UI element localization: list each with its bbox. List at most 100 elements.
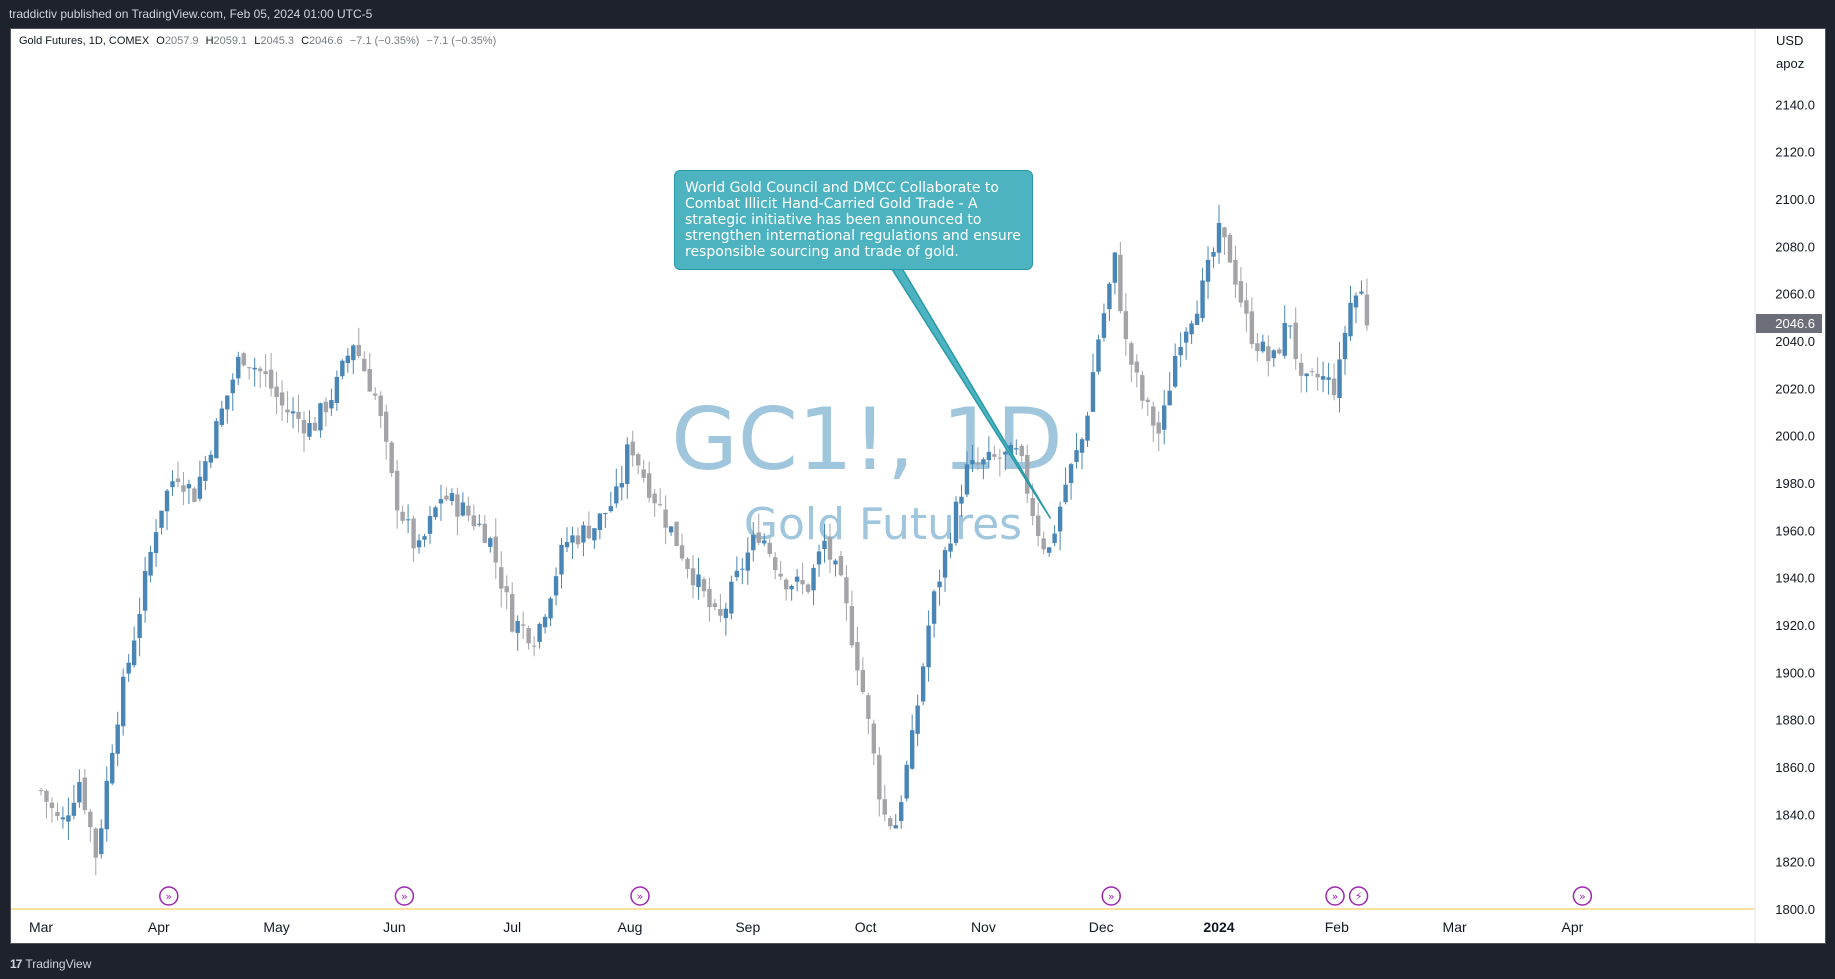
candle-body — [1298, 362, 1304, 376]
candle-body — [1057, 506, 1063, 532]
candle-body — [1200, 280, 1205, 319]
event-marker-icon[interactable] — [630, 886, 650, 906]
candle-body — [1277, 349, 1282, 354]
candle-body — [718, 608, 723, 616]
candle-body — [44, 790, 49, 802]
candle-body — [899, 802, 904, 821]
candle-body — [1063, 484, 1068, 503]
candle-body — [772, 557, 778, 571]
candle-body — [110, 752, 115, 784]
candle-body — [614, 486, 619, 504]
candle-body — [49, 802, 55, 808]
candle-body — [1238, 281, 1244, 303]
candle-body — [778, 573, 783, 577]
candle-body — [800, 580, 805, 585]
candle-body — [186, 484, 192, 489]
candle-body — [1167, 390, 1172, 406]
candle-body — [257, 368, 263, 372]
candle-body — [175, 478, 181, 483]
candle-body — [1008, 444, 1013, 455]
low-value: 2045.3 — [260, 35, 295, 47]
event-marker-icon[interactable] — [1325, 886, 1345, 906]
time-tick-label: Jun — [383, 919, 406, 935]
candle-body — [674, 521, 679, 546]
candle-body — [608, 506, 614, 512]
candle-body — [285, 409, 290, 413]
price-scale-currency[interactable]: USD — [1776, 33, 1803, 48]
candle-body — [844, 577, 849, 604]
candle-body — [1364, 294, 1370, 326]
candle-body — [526, 628, 531, 644]
candle-body — [597, 513, 603, 530]
event-marker-glyph: » — [401, 890, 408, 903]
symbol-legend[interactable]: Gold Futures, 1D, COMEX O2057.9 H2059.1 … — [19, 35, 500, 47]
change-value-secondary: −7.1 (−0.35%) — [426, 35, 497, 47]
candle-body — [997, 457, 1003, 459]
candle-body — [466, 505, 471, 516]
candle-body — [1359, 291, 1364, 294]
event-marker-glyph: » — [1332, 890, 1339, 903]
symbol-title[interactable]: Gold Futures, 1D, COMEX — [19, 35, 150, 47]
event-marker-icon[interactable] — [159, 886, 179, 906]
candle-body — [855, 642, 860, 671]
candle-body — [1293, 322, 1298, 360]
candle-body — [378, 395, 383, 416]
candle-body — [1140, 375, 1145, 401]
candle-body — [208, 454, 214, 463]
candle-body — [1123, 311, 1129, 340]
candle-body — [592, 528, 597, 541]
chart-canvas[interactable]: GC1!, 1D Gold Futures » » » » » ⚡ » Mar Apr May J… — [11, 29, 1825, 943]
event-marker-icon[interactable] — [394, 886, 415, 906]
candle-body — [1112, 252, 1118, 283]
candle-body — [493, 536, 498, 563]
event-marker-glyph: » — [637, 890, 644, 903]
candle-body — [630, 441, 635, 456]
time-tick-label: Dec — [1089, 919, 1114, 935]
candle-body — [405, 519, 411, 521]
candle-body — [1096, 339, 1101, 372]
candle-body — [301, 420, 307, 434]
candle-body — [575, 535, 581, 545]
chart-frame[interactable]: GC1!, 1D Gold Futures » » » » » ⚡ » Mar Apr May J… — [10, 28, 1826, 944]
candle-body — [1090, 372, 1096, 412]
candle-body — [71, 802, 77, 816]
event-marker-icon[interactable] — [1572, 886, 1593, 906]
candle-body — [236, 356, 241, 379]
candle-body — [345, 355, 351, 364]
price-tick-label: 1960.0 — [1775, 523, 1815, 538]
candle-body — [82, 777, 88, 811]
event-markers[interactable]: » » » » » ⚡ » — [159, 886, 1593, 906]
candle-body — [975, 463, 981, 465]
candle-body — [1030, 498, 1035, 516]
candle-body — [515, 621, 520, 633]
candle-body — [1304, 373, 1309, 377]
candle-body — [99, 828, 104, 855]
tradingview-brand: TradingView — [25, 956, 92, 971]
candle-body — [827, 537, 833, 560]
time-tick-label: Jul — [503, 919, 521, 935]
price-scale-unit[interactable]: apoz — [1776, 56, 1804, 71]
candle-body — [148, 551, 153, 576]
candle-body — [603, 513, 608, 515]
candle-body — [909, 730, 915, 769]
candle-body — [937, 581, 942, 588]
event-marker-icon[interactable] — [1101, 886, 1121, 906]
candle-body — [334, 376, 340, 404]
candle-body — [488, 538, 493, 547]
candle-body — [274, 386, 279, 398]
news-annotation-callout[interactable]: World Gold Council and DMCC Collaborate … — [674, 170, 1033, 270]
candle-body — [1041, 538, 1046, 550]
close-label: C — [301, 35, 310, 47]
event-marker-icon[interactable] — [1348, 886, 1369, 906]
candle-body — [1309, 371, 1315, 373]
high-value: 2059.1 — [213, 35, 248, 47]
candle-body — [290, 411, 296, 414]
candle-body — [1266, 346, 1271, 362]
time-tick-label: 2024 — [1203, 919, 1234, 935]
candle-body — [1014, 448, 1019, 450]
candle-body — [920, 666, 926, 702]
candle-body — [383, 411, 389, 442]
candle-body — [340, 360, 345, 377]
candle-body — [1134, 361, 1140, 373]
candle-body — [444, 495, 449, 500]
